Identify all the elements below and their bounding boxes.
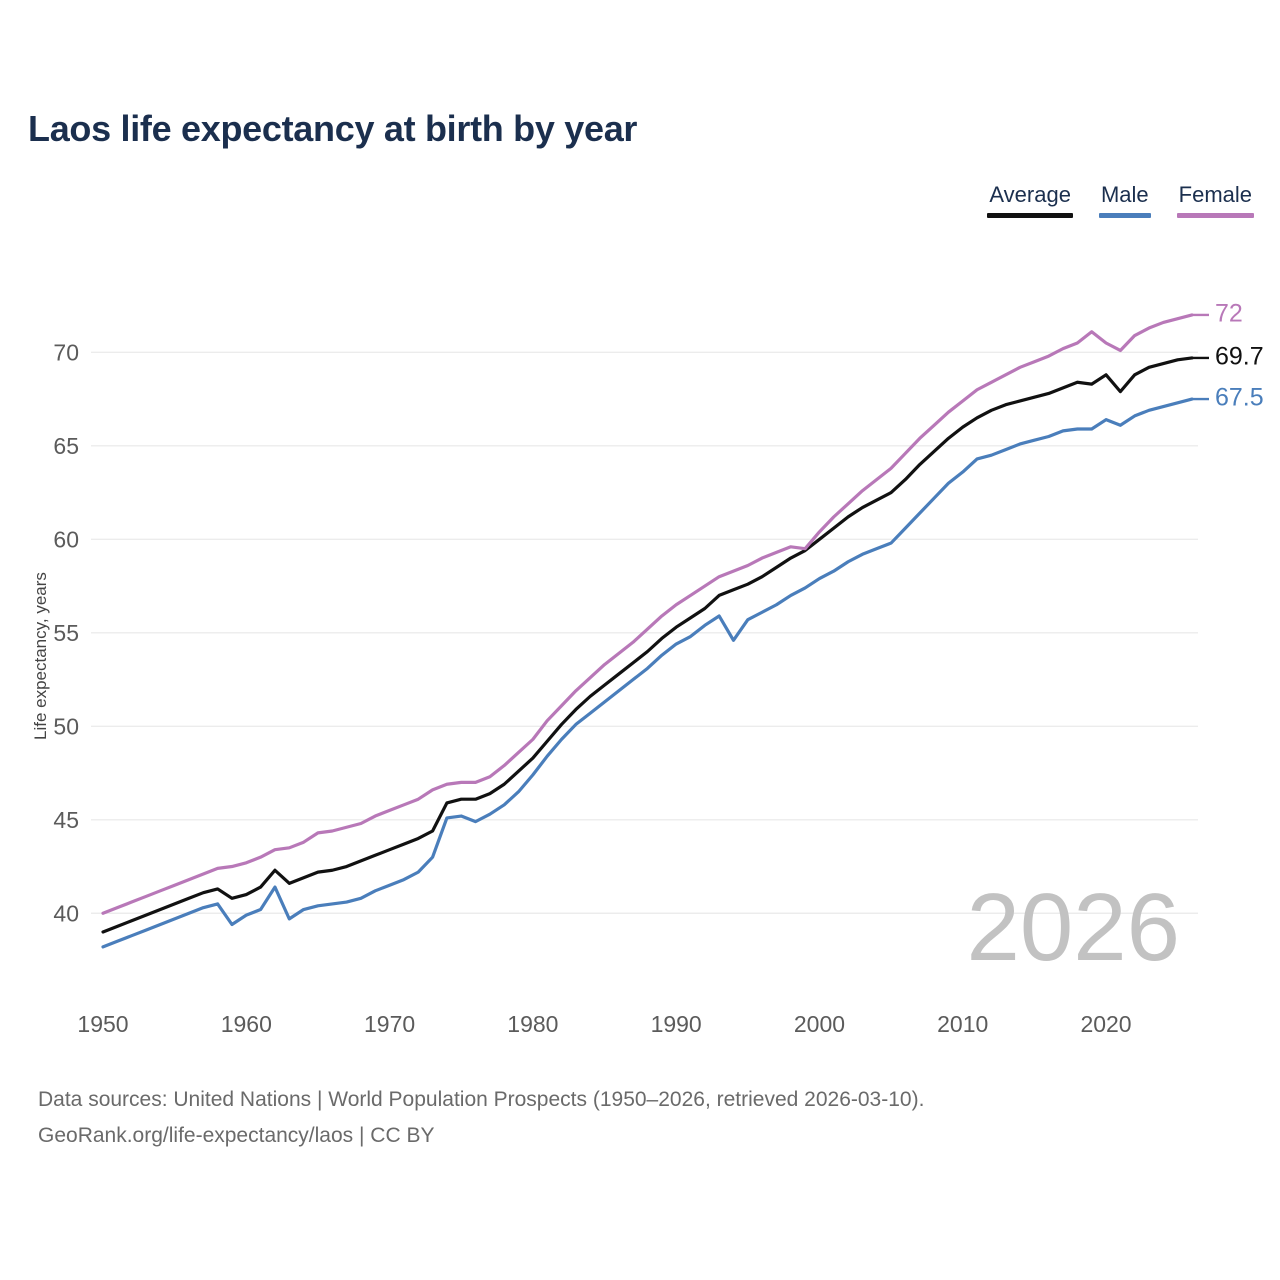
footer-line-2: GeoRank.org/life-expectancy/laos | CC BY: [38, 1124, 435, 1148]
y-tick-label-55: 55: [53, 620, 79, 646]
footer-line-1: Data sources: United Nations | World Pop…: [38, 1088, 925, 1111]
x-axis-ticks: 1950 1960 1970 1980 1990 2000 2010 2020: [77, 1011, 1131, 1037]
x-tick-label-2000: 2000: [794, 1011, 845, 1037]
x-tick-label-2010: 2010: [937, 1011, 988, 1037]
x-tick-label-1980: 1980: [507, 1011, 558, 1037]
y-tick-label-50: 50: [53, 713, 79, 739]
legend: Average Male Female: [987, 182, 1254, 218]
x-tick-label-1960: 1960: [221, 1011, 272, 1037]
y-axis-ticks: 40 45 50 55 60 65 70: [53, 339, 79, 926]
series-line-average[interactable]: [101, 356, 1194, 934]
legend-item-male[interactable]: Male: [1098, 182, 1151, 218]
x-tick-label-2020: 2020: [1080, 1011, 1131, 1037]
legend-swatch-female: [1176, 213, 1254, 218]
end-label-female: 72: [1215, 300, 1243, 328]
data-series: [101, 313, 1194, 949]
x-tick-label-1990: 1990: [651, 1011, 702, 1037]
legend-label-average: Average: [989, 182, 1071, 207]
page-title: Laos life expectancy at birth by year: [28, 108, 638, 149]
y-axis-title: Life expectancy, years: [31, 572, 50, 740]
y-tick-label-65: 65: [53, 433, 79, 459]
y-tick-label-70: 70: [53, 339, 79, 365]
y-tick-label-45: 45: [53, 807, 79, 833]
legend-swatch-male: [1098, 213, 1151, 218]
x-tick-label-1950: 1950: [77, 1011, 128, 1037]
end-label-male: 67.5: [1215, 384, 1264, 412]
end-label-average: 69.7: [1215, 343, 1264, 371]
series-line-male[interactable]: [101, 397, 1194, 949]
series-end-labels: 72 69.7 67.5: [1192, 300, 1264, 412]
legend-swatch-average: [987, 213, 1073, 218]
y-tick-label-60: 60: [53, 526, 79, 552]
x-tick-label-1970: 1970: [364, 1011, 415, 1037]
legend-label-male: Male: [1100, 182, 1149, 207]
series-line-female[interactable]: [101, 313, 1194, 915]
footer-credits: Data sources: United Nations | World Pop…: [38, 1082, 924, 1154]
legend-item-female[interactable]: Female: [1176, 182, 1254, 218]
legend-label-female: Female: [1178, 182, 1252, 207]
year-watermark: 2026: [966, 874, 1180, 981]
legend-item-average[interactable]: Average: [987, 182, 1073, 218]
y-tick-label-40: 40: [53, 900, 79, 926]
